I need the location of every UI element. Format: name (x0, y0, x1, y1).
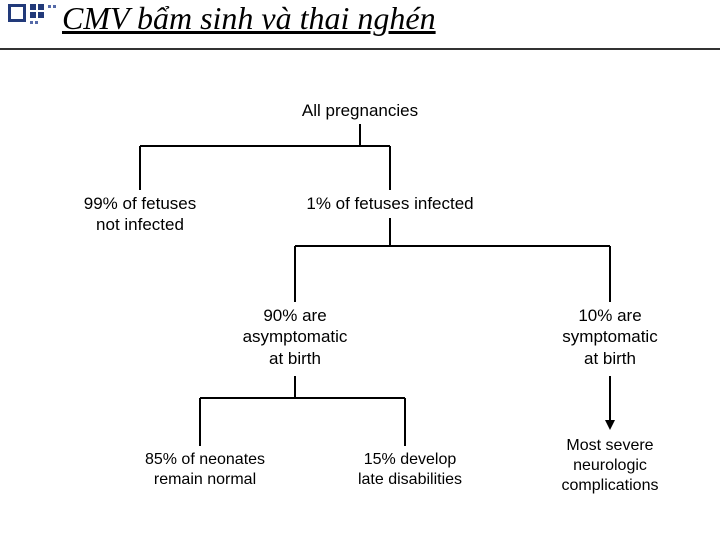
flowchart: All pregnancies 99% of fetusesnot infecte… (0, 50, 720, 542)
page-title: CMV bẩm sinh và thai nghén (62, 0, 436, 37)
node-e: 85% of neonatesremain normal (100, 450, 310, 490)
node-d: 10% aresymptomaticat birth (530, 305, 690, 369)
node-a: 99% of fetusesnot infected (50, 193, 230, 236)
node-f: 15% developlate disabilities (320, 450, 500, 490)
node-g: Most severeneurologiccomplications (530, 436, 690, 496)
node-root: All pregnancies (270, 100, 450, 121)
node-b: 1% of fetuses infected (280, 193, 500, 214)
header: CMV bẩm sinh và thai nghén (0, 0, 720, 50)
node-c: 90% areasymptomaticat birth (210, 305, 380, 369)
